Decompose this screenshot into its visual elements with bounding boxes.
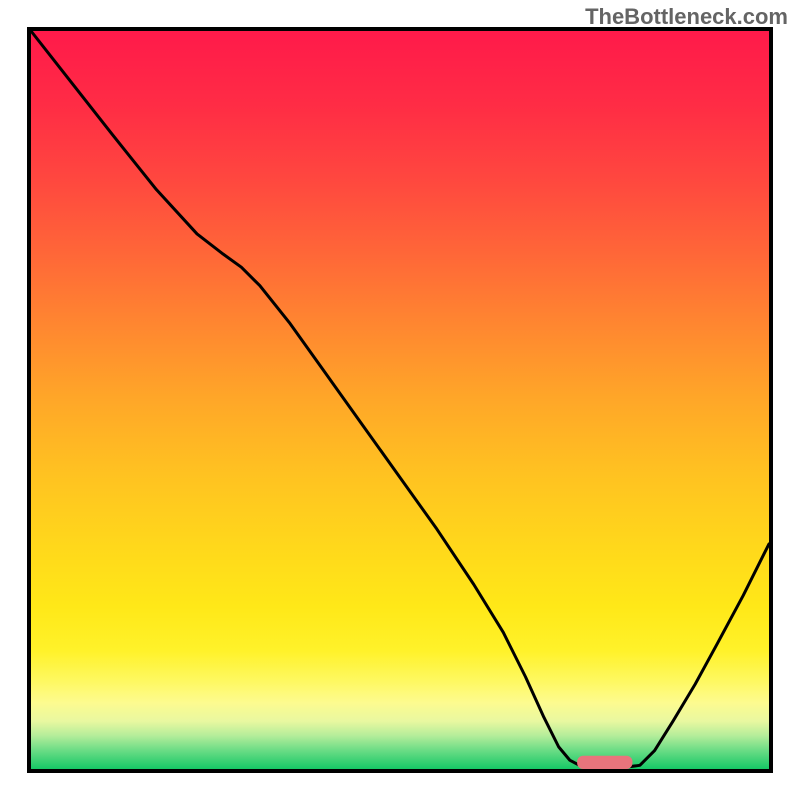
plot-svg <box>27 27 773 773</box>
watermark-text: TheBottleneck.com <box>585 4 788 30</box>
chart-container: TheBottleneck.com <box>0 0 800 800</box>
optimal-marker <box>577 756 632 769</box>
plot-area <box>27 27 773 773</box>
